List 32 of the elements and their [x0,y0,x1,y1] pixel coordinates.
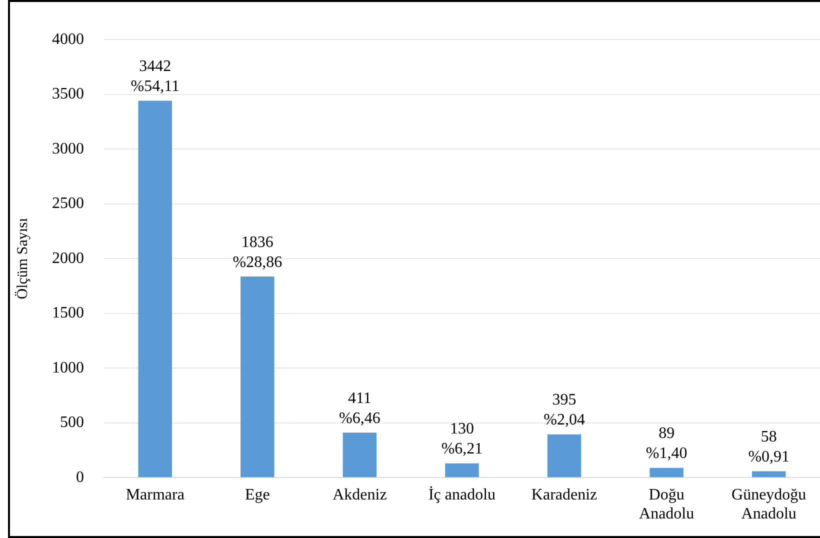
y-tick-label: 2000 [52,250,84,267]
data-label: 130 %6,21 [441,420,483,458]
x-tick-label: Güneydoğu Anadolu [732,486,806,523]
bar [752,471,786,478]
x-tick-label: Marmara [126,486,184,504]
data-label: 89 %1,40 [646,425,688,462]
bar [547,434,582,478]
data-label: 411 %6,46 [339,390,380,427]
bar [240,276,274,478]
y-tick-label: 1500 [52,304,84,322]
y-tick-label: 4000 [52,30,84,48]
data-label: 3442 %54,11 [130,58,180,95]
x-tick-label: Akdeniz [332,486,387,504]
y-tick-label: 3000 [52,140,84,158]
y-axis-title: Ölçüm Sayısı [14,218,31,300]
bar [650,468,684,478]
x-tick-label: Doğu Anadolu [639,486,694,523]
y-tick-label: 500 [60,414,84,432]
x-tick-label: Ege [244,486,270,504]
y-tick-label: 2500 [52,195,84,212]
bar [445,463,479,478]
y-tick-label: 1000 [52,359,84,376]
x-tick-label: İç anadolu [428,485,496,504]
y-tick-label: 3500 [52,86,84,103]
data-label: 395 %2,04 [544,392,585,429]
x-tick-label: Karadeniz [531,486,598,504]
data-label: 1836 %28,86 [232,234,282,271]
chart-frame: Ölçüm Sayısı Marmara Ege Akdeniz İç anadolu Karadeniz Doğu Anadolu Güneydoğu Anadolu 0 500 1000 1500 2000 2500 3000 3500 4000 3442 %54,11 1836 %28,86 411 %6,46 130 %6,21 395 %2,04 89 %1,40 58 %0,91 [8,0,820,538]
bar [342,432,377,478]
bar [138,100,172,478]
data-label: 58 %0,91 [748,428,790,466]
y-tick-label: 0 [76,468,84,486]
